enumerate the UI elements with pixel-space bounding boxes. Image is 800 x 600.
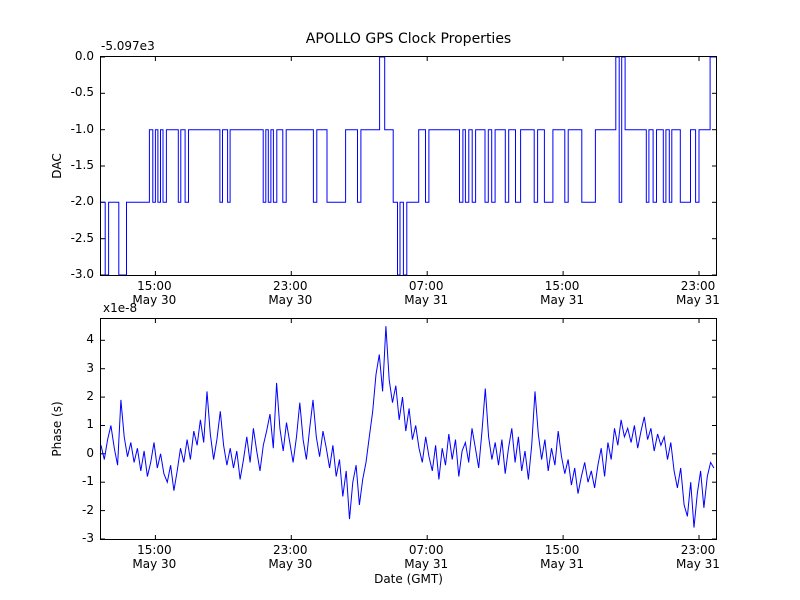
y-tick-label: -2.0 [70,194,94,209]
dac-plot [100,56,717,276]
dac-axis-offset-label: -5.097e3 [101,39,155,53]
y-tick-label: -2.5 [70,230,94,245]
x-tick-label: 15:00 May 31 [540,279,585,307]
x-tick-label: 15:00 May 30 [132,279,177,307]
y-tick-label: -3 [82,531,94,545]
y-tick-label: 3 [86,360,94,375]
x-tick-label: 23:00 May 30 [268,279,313,307]
y-tick-label: -1.0 [70,121,94,136]
y-tick-label: -2 [82,502,94,517]
x-tick-label: 07:00 May 31 [404,543,449,571]
y-tick-label: -1.5 [70,158,94,172]
y-tick-label: 0 [86,445,94,460]
x-tick-label: 23:00 May 30 [268,543,313,571]
y-tick-label: 4 [86,332,94,347]
phase-plot [100,318,717,540]
y-tick-label: -3.0 [70,267,94,281]
phase-scale-label: x1e-8 [103,301,138,315]
y-tick-label: 1 [86,417,94,432]
x-tick-label: 23:00 May 31 [676,279,720,307]
y-tick-label: 0.0 [74,49,94,63]
x-tick-label: 23:00 May 31 [676,543,720,571]
x-tick-label: 15:00 May 31 [540,543,585,571]
y-tick-label: -1 [82,474,94,489]
dac-line-chart [101,57,716,275]
chart-title: APOLLO GPS Clock Properties [305,31,512,47]
y-tick-label: -0.5 [70,85,94,100]
x-tick-label: 15:00 May 30 [132,543,177,571]
phase-line-chart [101,319,716,539]
x-axis-label: Date (GMT) [374,572,443,586]
y-tick-label: 2 [86,389,94,404]
x-tick-label: 07:00 May 31 [404,279,449,307]
